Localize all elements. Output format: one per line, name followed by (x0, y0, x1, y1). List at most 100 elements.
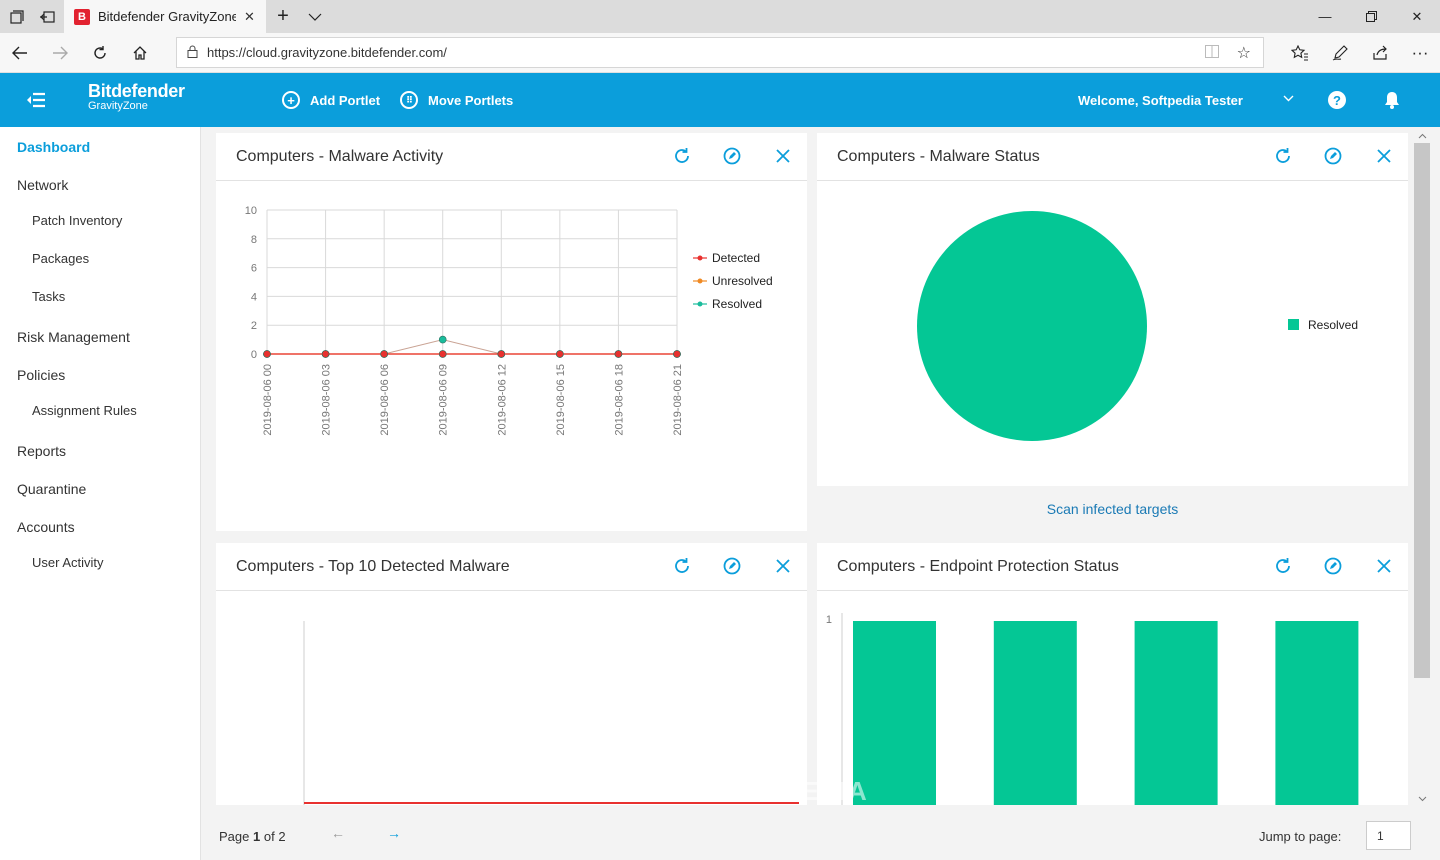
next-page-arrow-icon[interactable]: → (387, 825, 401, 841)
x-tick-label: 2019-08-06 15 (555, 364, 567, 436)
share-icon[interactable] (1360, 33, 1400, 73)
product-name: GravityZone (88, 100, 148, 112)
sidebar-item-user-activity[interactable]: User Activity (32, 555, 104, 570)
x-tick-label: 2019-08-06 09 (438, 364, 450, 436)
help-icon[interactable]: ? (1327, 73, 1347, 127)
edit-portlet-icon[interactable] (722, 146, 742, 166)
refresh-icon[interactable] (80, 33, 120, 73)
brand-name: Bitdefender (88, 81, 185, 101)
sidebar-item-reports[interactable]: Reports (17, 443, 67, 459)
pie-slice-resolved (917, 211, 1147, 441)
collapse-menu-icon[interactable] (26, 91, 46, 109)
svg-text:?: ? (1333, 93, 1341, 108)
page-total: of 2 (263, 829, 286, 844)
refresh-portlet-icon[interactable] (672, 556, 692, 576)
move-portlets-button[interactable]: ⠿ Move Portlets (400, 73, 513, 127)
data-point-detected (614, 350, 623, 358)
data-point-detected (380, 350, 388, 358)
legend-marker-resolved (697, 301, 703, 307)
restore-window-icon[interactable] (1348, 0, 1394, 33)
user-menu[interactable]: Welcome, Softpedia Tester (1078, 73, 1243, 127)
edit-portlet-icon[interactable] (722, 556, 742, 576)
scroll-down-icon[interactable] (1418, 794, 1427, 805)
data-point-detected (556, 350, 564, 358)
move-portlets-label: Move Portlets (428, 92, 514, 108)
favorite-star-icon[interactable]: ☆ (1236, 44, 1251, 62)
pen-notes-icon[interactable] (1320, 33, 1360, 73)
page-scrollbar[interactable] (1412, 127, 1432, 807)
sidebar-item-dashboard[interactable]: Dashboard (17, 139, 91, 155)
legend-swatch-resolved (1288, 319, 1299, 330)
x-tick-label: 2019-08-06 12 (496, 364, 508, 436)
refresh-portlet-icon[interactable] (1273, 556, 1293, 576)
x-tick-label: 2019-08-06 03 (321, 364, 333, 436)
y-tick-label: 4 (251, 291, 257, 303)
tab-title: Bitdefender GravityZone (98, 9, 236, 24)
sidebar-item-tasks[interactable]: Tasks (32, 289, 66, 304)
portlet-header: Computers - Malware Status (817, 133, 1408, 181)
sidebar-item-accounts[interactable]: Accounts (17, 519, 75, 535)
close-portlet-icon[interactable] (1374, 146, 1394, 166)
bar (993, 621, 1077, 805)
tab-actions-icon[interactable] (6, 0, 28, 33)
sidebar-item-assignment-rules[interactable]: Assignment Rules (32, 403, 137, 418)
scroll-thumb[interactable] (1414, 143, 1430, 678)
more-options-icon[interactable]: ··· (1411, 43, 1429, 62)
browser-address-bar: https://cloud.gravityzone.bitdefender.co… (0, 33, 1440, 73)
bar (1275, 621, 1359, 805)
reading-view-icon[interactable] (1205, 44, 1219, 61)
close-portlet-icon[interactable] (773, 556, 793, 576)
previous-page-arrow-icon[interactable]: ← (331, 825, 345, 841)
top10-malware-chart (303, 621, 799, 805)
tab-list-chevron-icon[interactable] (304, 0, 326, 33)
notifications-bell-icon[interactable] (1382, 73, 1402, 127)
y-tick-label: 6 (251, 263, 257, 275)
scan-infected-targets-link[interactable]: Scan infected targets (1046, 500, 1179, 517)
refresh-portlet-icon[interactable] (1273, 146, 1293, 166)
portlet-title: Computers - Endpoint Protection Status (837, 558, 1119, 575)
sidebar-item-network[interactable]: Network (17, 177, 69, 193)
softpedia-watermark: SOFTPEDIA (710, 776, 868, 806)
portlet-title: Computers - Malware Activity (236, 148, 444, 165)
close-window-icon[interactable]: ✕ (1411, 8, 1423, 24)
y-tick-label: 10 (245, 205, 257, 217)
data-point-detected (321, 350, 330, 358)
sidebar-item-quarantine[interactable]: Quarantine (17, 481, 87, 497)
portlet-header: Computers - Top 10 Detected Malware (216, 543, 807, 591)
bar (1134, 621, 1218, 805)
new-tab-icon[interactable]: + (277, 5, 289, 27)
bitdefender-logo[interactable]: Bitdefender GravityZone (88, 81, 185, 112)
app-header: Bitdefender GravityZone + Add Portlet ⠿ … (0, 73, 1440, 127)
legend-label: Detected (712, 251, 760, 265)
add-portlet-button[interactable]: + Add Portlet (282, 73, 380, 127)
y-tick-label: 8 (251, 234, 257, 246)
add-portlet-label: Add Portlet (310, 92, 381, 108)
sidebar-item-patch-inventory[interactable]: Patch Inventory (32, 213, 123, 228)
portlet-malware-activity: Computers - Malware Activity 0 2 4 6 8 10 2019… (216, 133, 807, 531)
close-portlet-icon[interactable] (773, 146, 793, 166)
forward-arrow-icon[interactable] (40, 33, 80, 73)
x-tick-label: 2019-08-06 21 (672, 364, 684, 436)
edit-portlet-icon[interactable] (1323, 146, 1343, 166)
minimize-window-icon[interactable]: — (1318, 9, 1332, 24)
set-tabs-aside-icon[interactable] (36, 0, 58, 33)
favorites-list-icon[interactable] (1280, 33, 1320, 73)
home-icon[interactable] (120, 33, 160, 73)
sidebar-item-policies[interactable]: Policies (17, 367, 66, 383)
sidebar-item-packages[interactable]: Packages (32, 251, 90, 266)
data-point-detected (673, 350, 681, 358)
user-menu-chevron-icon[interactable] (1283, 93, 1294, 105)
y-tick-label: 0 (251, 349, 257, 361)
close-tab-icon[interactable]: ✕ (244, 8, 255, 24)
x-tick-label: 2019-08-06 00 (262, 364, 274, 436)
back-arrow-icon[interactable] (0, 33, 40, 73)
scroll-up-icon[interactable] (1418, 131, 1427, 142)
browser-tab[interactable]: B Bitdefender GravityZone ✕ (64, 0, 266, 33)
sidebar-item-risk-management[interactable]: Risk Management (17, 329, 130, 345)
close-portlet-icon[interactable] (1374, 556, 1394, 576)
edit-portlet-icon[interactable] (1323, 556, 1343, 576)
page-label: Page (219, 829, 250, 844)
url-field[interactable]: https://cloud.gravityzone.bitdefender.co… (176, 37, 1264, 68)
jump-to-page-input[interactable] (1366, 821, 1411, 850)
refresh-portlet-icon[interactable] (672, 146, 692, 166)
